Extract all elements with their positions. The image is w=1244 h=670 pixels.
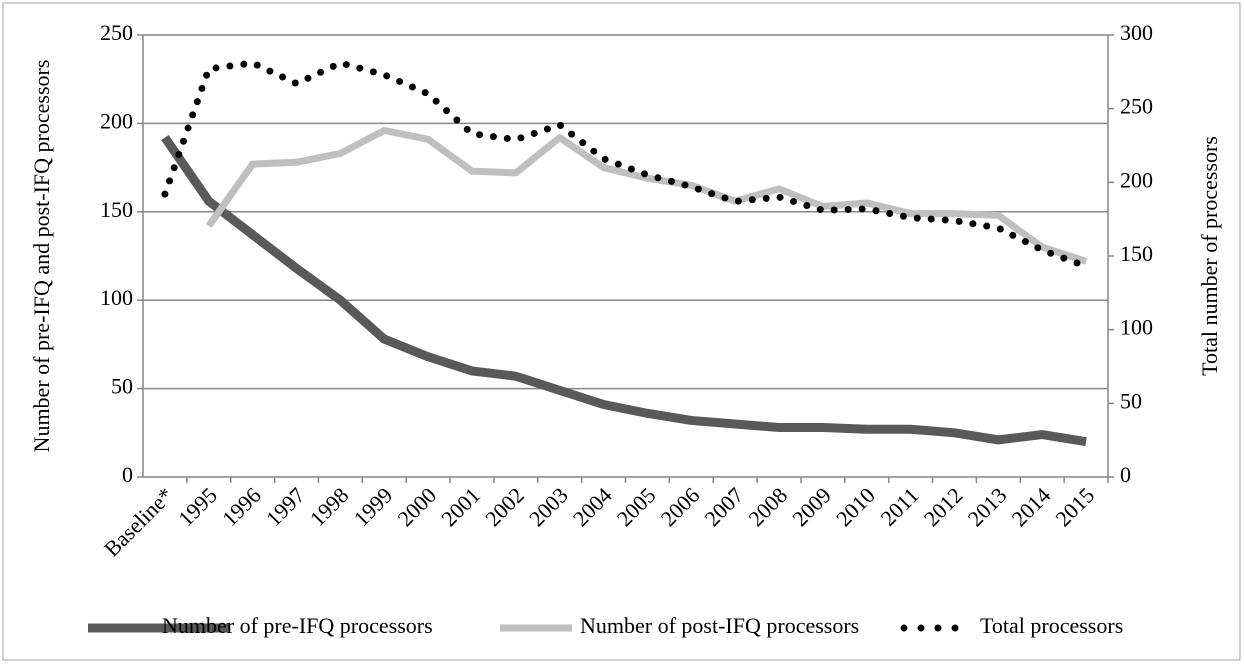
chart-frame (2, 2, 1241, 661)
y-tick-label: 50 (111, 374, 133, 399)
legend-label: Number of pre-IFQ processors (162, 613, 433, 638)
y2-tick-label: 0 (1120, 462, 1131, 487)
legend-label: Number of post-IFQ processors (580, 613, 859, 638)
series-line (161, 134, 1087, 447)
y2-tick-label: 150 (1120, 241, 1153, 266)
y2-tick-label: 250 (1120, 94, 1153, 119)
y2-tick-label: 200 (1120, 167, 1153, 192)
y-tick-label: 200 (100, 108, 133, 133)
y-axis-label: Number of pre-IFQ and post-IFQ processor… (29, 60, 54, 453)
y-tick-label: 250 (100, 20, 133, 45)
y2-axis-label: Total number of processors (1197, 136, 1222, 376)
legend-label: Total processors (980, 613, 1123, 638)
series-line (205, 126, 1088, 265)
y-tick-label: 150 (100, 197, 133, 222)
series-line (161, 59, 1090, 270)
y-tick-label: 100 (100, 285, 133, 310)
y2-tick-label: 300 (1120, 20, 1153, 45)
y-tick-label: 0 (122, 462, 133, 487)
y2-tick-label: 100 (1120, 315, 1153, 340)
y2-tick-label: 50 (1120, 388, 1142, 413)
